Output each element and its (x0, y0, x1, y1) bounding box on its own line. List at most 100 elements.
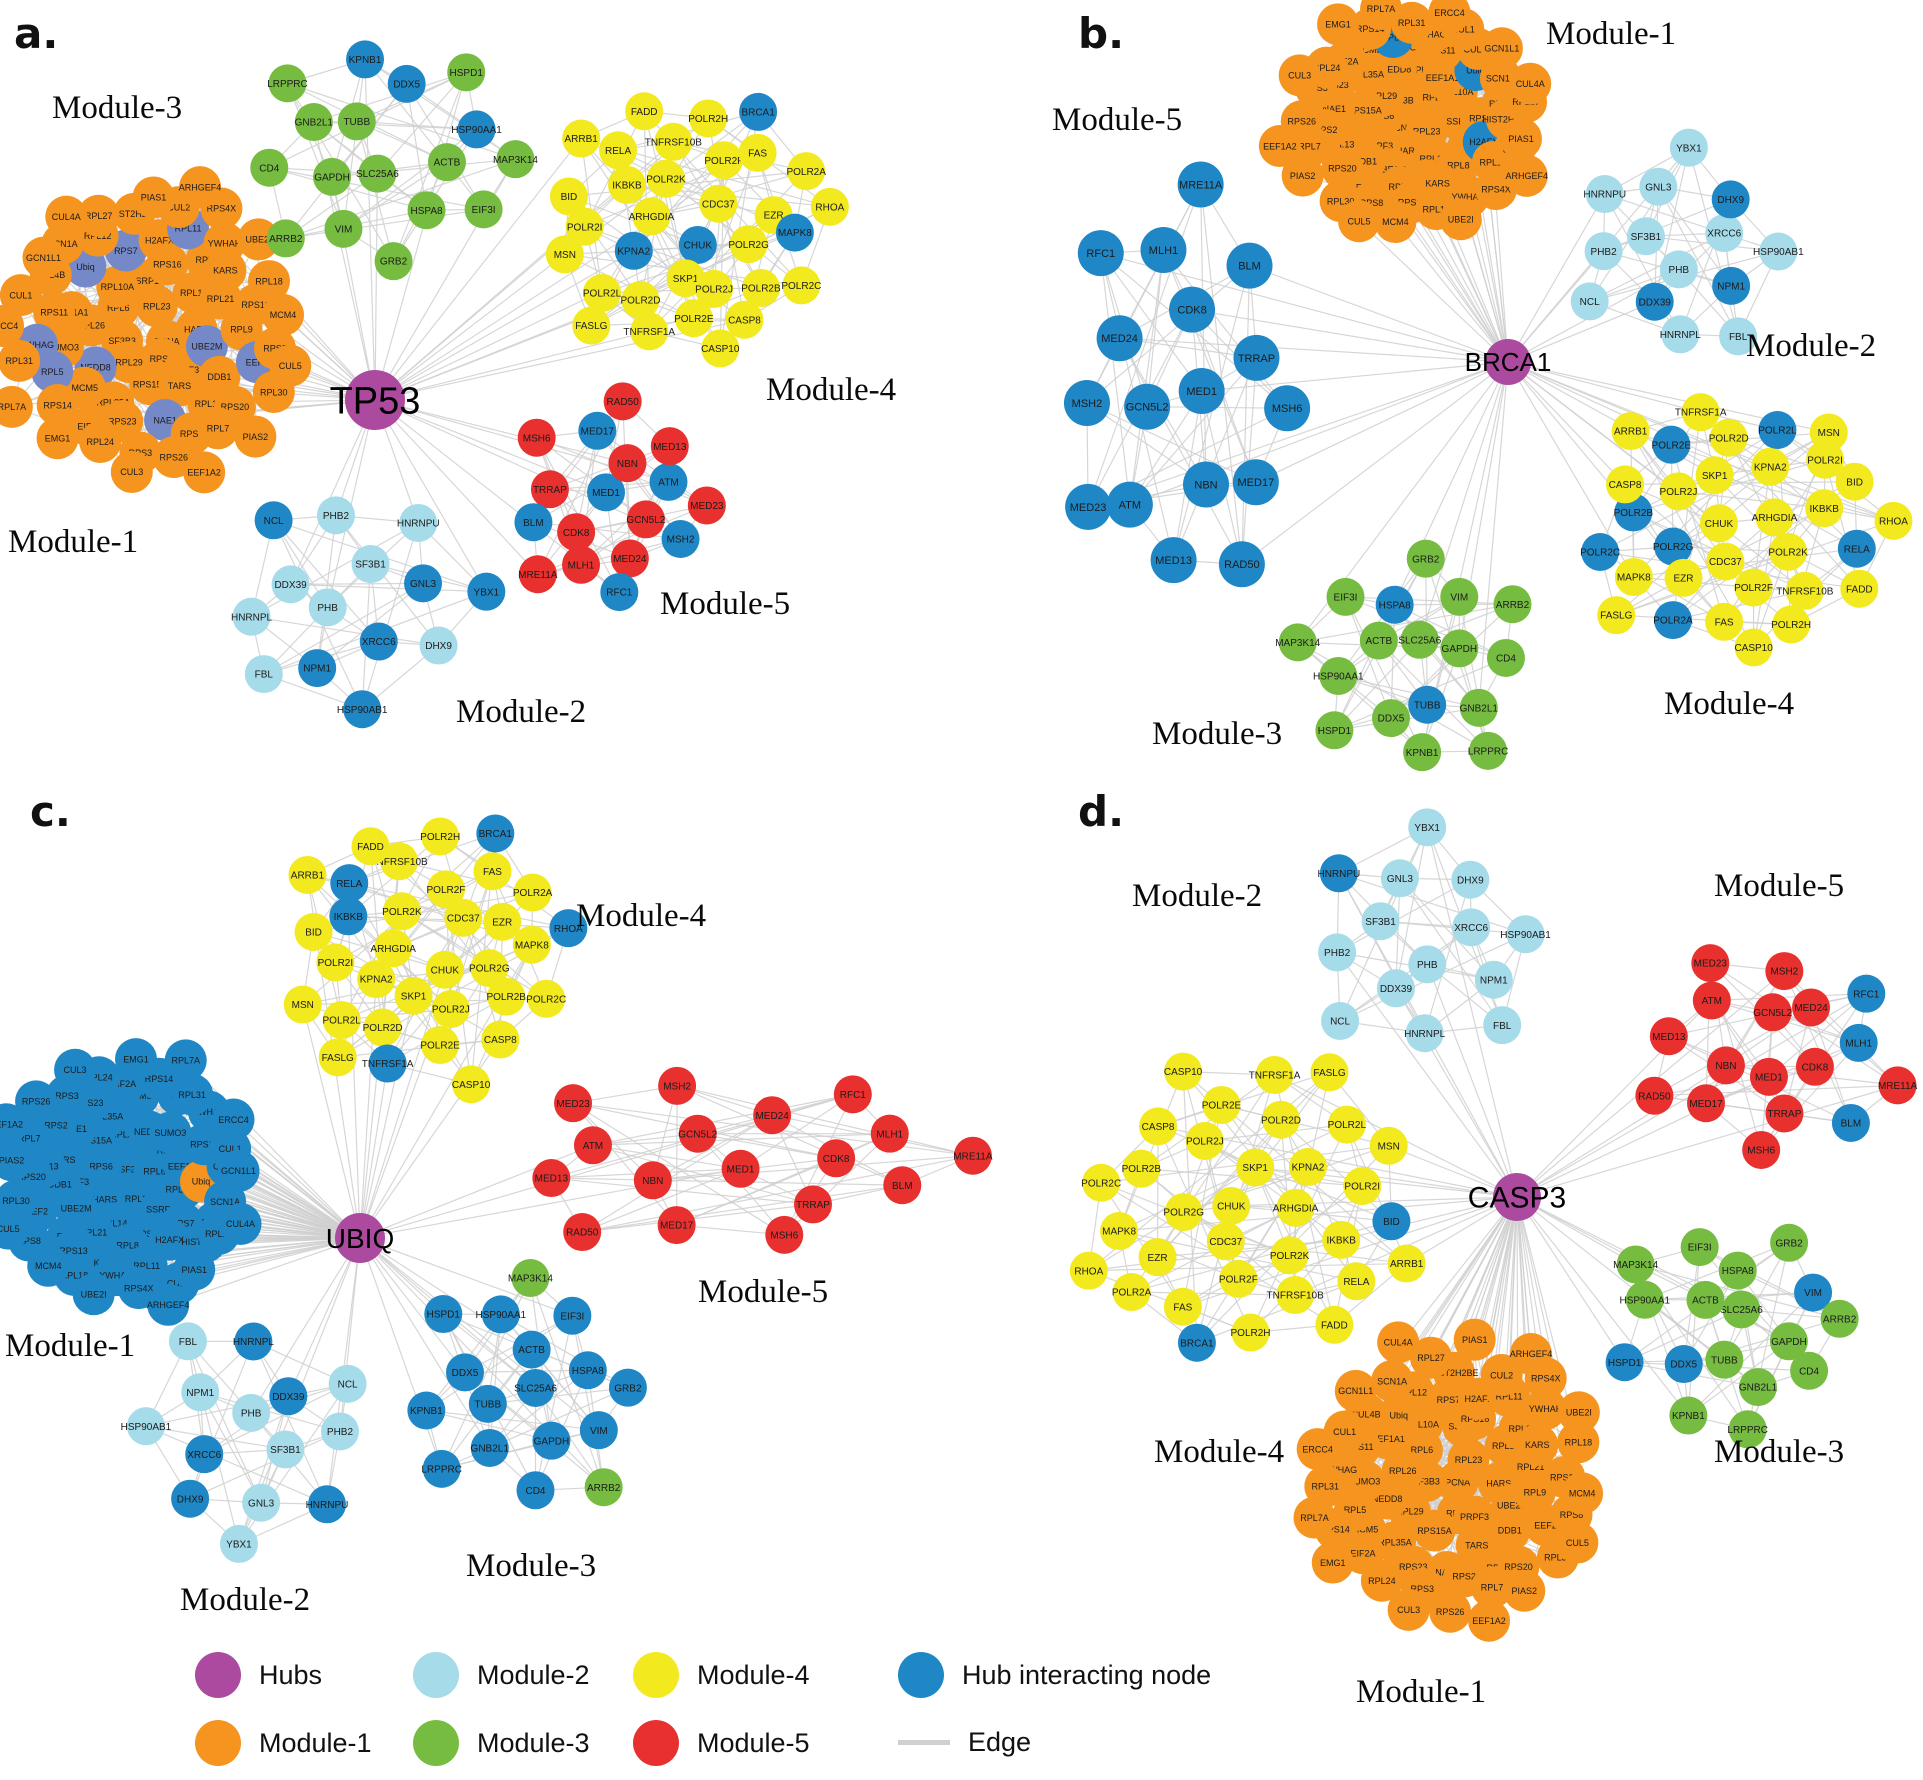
node-DDX5[interactable]: DDX5 (388, 65, 426, 103)
node-IKBKB[interactable]: IKBKB (1322, 1221, 1360, 1259)
node-MED23[interactable]: MED23 (1065, 484, 1111, 530)
node-RELA[interactable]: RELA (1838, 530, 1876, 568)
node-ACTB[interactable]: ACTB (1360, 622, 1398, 660)
node-FASLG[interactable]: FASLG (572, 307, 610, 345)
node-ARRB1[interactable]: ARRB1 (1388, 1245, 1426, 1283)
node-GNB2L1[interactable]: GNB2L1 (1739, 1368, 1778, 1406)
node-RAD50[interactable]: RAD50 (604, 382, 642, 420)
node-HSP90AA1[interactable]: HSP90AA1 (476, 1295, 527, 1333)
node-CHUK[interactable]: CHUK (426, 951, 464, 989)
node-CD4[interactable]: CD4 (1790, 1352, 1828, 1390)
node-DDX39[interactable]: DDX39 (272, 565, 310, 603)
node-PIAS2[interactable]: PIAS2 (234, 416, 276, 458)
node-GRB2[interactable]: GRB2 (375, 242, 413, 280)
node-EZR[interactable]: EZR (1665, 559, 1703, 597)
node-CD4[interactable]: CD4 (516, 1471, 554, 1509)
node-IKBKB[interactable]: IKBKB (1805, 489, 1843, 527)
node-MED23[interactable]: MED23 (688, 486, 726, 524)
node-DHX9[interactable]: DHX9 (171, 1480, 209, 1518)
node-MSH2[interactable]: MSH2 (658, 1067, 696, 1105)
node-RPL7[interactable]: RPL7 (197, 407, 239, 449)
node-POLR2I[interactable]: POLR2I (316, 943, 354, 981)
node-DHX9[interactable]: DHX9 (1712, 180, 1750, 218)
node-DDX5[interactable]: DDX5 (446, 1353, 484, 1391)
node-MED24[interactable]: MED24 (611, 539, 649, 577)
node-NBN[interactable]: NBN (608, 444, 646, 482)
node-PHB[interactable]: PHB (232, 1394, 270, 1432)
node-CDK8[interactable]: CDK8 (557, 513, 595, 551)
node-MAPK8[interactable]: MAPK8 (776, 214, 814, 252)
node-MCM4[interactable]: MCM4 (27, 1245, 69, 1287)
node-BLM[interactable]: BLM (514, 503, 552, 541)
node-MSH6[interactable]: MSH6 (518, 419, 556, 457)
node-GNB2L1[interactable]: GNB2L1 (1460, 689, 1499, 727)
node-PHB[interactable]: PHB (1660, 250, 1698, 288)
node-POLR2F[interactable]: POLR2F (1219, 1260, 1258, 1298)
node-RAD50[interactable]: RAD50 (1635, 1077, 1673, 1115)
node-MAPK8[interactable]: MAPK8 (1100, 1212, 1138, 1250)
node-RAD50[interactable]: RAD50 (563, 1213, 601, 1251)
node-MRE11A[interactable]: MRE11A (1178, 162, 1224, 208)
node-FBL[interactable]: FBL (245, 655, 283, 693)
node-CUL4A[interactable]: CUL4A (45, 196, 87, 238)
node-MED24[interactable]: MED24 (753, 1096, 791, 1134)
node-BLM[interactable]: BLM (883, 1166, 921, 1204)
node-ARRB2[interactable]: ARRB2 (267, 219, 305, 257)
node-TRRAP[interactable]: TRRAP (1233, 335, 1279, 381)
node-SF3B1[interactable]: SF3B1 (1627, 217, 1665, 255)
node-CUL3[interactable]: CUL3 (1279, 54, 1321, 96)
node-MSN[interactable]: MSN (546, 235, 584, 273)
node-ARHGEF4[interactable]: ARHGEF4 (147, 1284, 190, 1326)
node-DDX39[interactable]: DDX39 (269, 1377, 307, 1415)
node-CD4[interactable]: CD4 (1487, 639, 1525, 677)
node-POLR2H[interactable]: POLR2H (688, 99, 728, 137)
node-HSP90AB1[interactable]: HSP90AB1 (337, 690, 388, 728)
node-POLR2J[interactable]: POLR2J (1659, 472, 1697, 510)
node-POLR2J[interactable]: POLR2J (432, 990, 470, 1028)
node-NPM1[interactable]: NPM1 (298, 649, 336, 687)
node-POLR2I[interactable]: POLR2I (1343, 1167, 1381, 1205)
node-BID[interactable]: BID (1372, 1202, 1410, 1240)
node-MED24[interactable]: MED24 (1792, 988, 1830, 1026)
node-CHUK[interactable]: CHUK (679, 226, 717, 264)
node-CUL5[interactable]: CUL5 (269, 345, 311, 387)
node-POLR2H[interactable]: POLR2H (1771, 605, 1811, 643)
node-RHOA[interactable]: RHOA (1070, 1252, 1108, 1290)
node-EMG1[interactable]: EMG1 (115, 1038, 157, 1080)
node-GRB2[interactable]: GRB2 (609, 1369, 647, 1407)
node-NBN[interactable]: NBN (1707, 1046, 1745, 1084)
node-LRPPRC[interactable]: LRPPRC (267, 64, 308, 102)
node-CHUK[interactable]: CHUK (1700, 504, 1738, 542)
node-MED23[interactable]: MED23 (554, 1084, 592, 1122)
node-DHX9[interactable]: DHX9 (1451, 861, 1489, 899)
node-EIF3I[interactable]: EIF3I (553, 1297, 591, 1335)
node-MED17[interactable]: MED17 (578, 412, 616, 450)
node-EIF3I[interactable]: EIF3I (1326, 578, 1364, 616)
node-RPL7A[interactable]: RPL7A (1293, 1497, 1335, 1539)
node-CUL3[interactable]: CUL3 (54, 1049, 96, 1091)
node-VIM[interactable]: VIM (324, 210, 362, 248)
node-GAPDH[interactable]: GAPDH (1440, 629, 1478, 667)
node-FBL[interactable]: FBL (1483, 1006, 1521, 1044)
node-KPNB1[interactable]: KPNB1 (346, 40, 384, 78)
node-GCN5L2[interactable]: GCN5L2 (1753, 993, 1792, 1031)
node-POLR2J[interactable]: POLR2J (1186, 1122, 1224, 1160)
node-XRCC6[interactable]: XRCC6 (1705, 214, 1743, 252)
node-UBE2I[interactable]: UBE2I (73, 1273, 115, 1315)
node-SKP1[interactable]: SKP1 (1696, 456, 1734, 494)
node-HSPD1[interactable]: HSPD1 (447, 53, 485, 91)
node-MED13[interactable]: MED13 (1151, 537, 1197, 583)
node-TUBB[interactable]: TUBB (338, 102, 376, 140)
node-SF3B1[interactable]: SF3B1 (266, 1430, 304, 1468)
node-IKBKB[interactable]: IKBKB (608, 166, 646, 204)
node-BRCA1[interactable]: BRCA1 (739, 93, 777, 131)
node-CD4[interactable]: CD4 (250, 149, 288, 187)
node-EMG1[interactable]: EMG1 (1312, 1542, 1354, 1584)
node-FASLG[interactable]: FASLG (1311, 1053, 1349, 1091)
node-NCL[interactable]: NCL (1321, 1002, 1359, 1040)
node-MCM4[interactable]: MCM4 (262, 294, 304, 336)
node-CUL3[interactable]: CUL3 (111, 451, 153, 493)
node-EMG1[interactable]: EMG1 (1317, 3, 1359, 45)
node-CASP10[interactable]: CASP10 (1164, 1053, 1203, 1091)
node-TUBB[interactable]: TUBB (1705, 1341, 1743, 1379)
